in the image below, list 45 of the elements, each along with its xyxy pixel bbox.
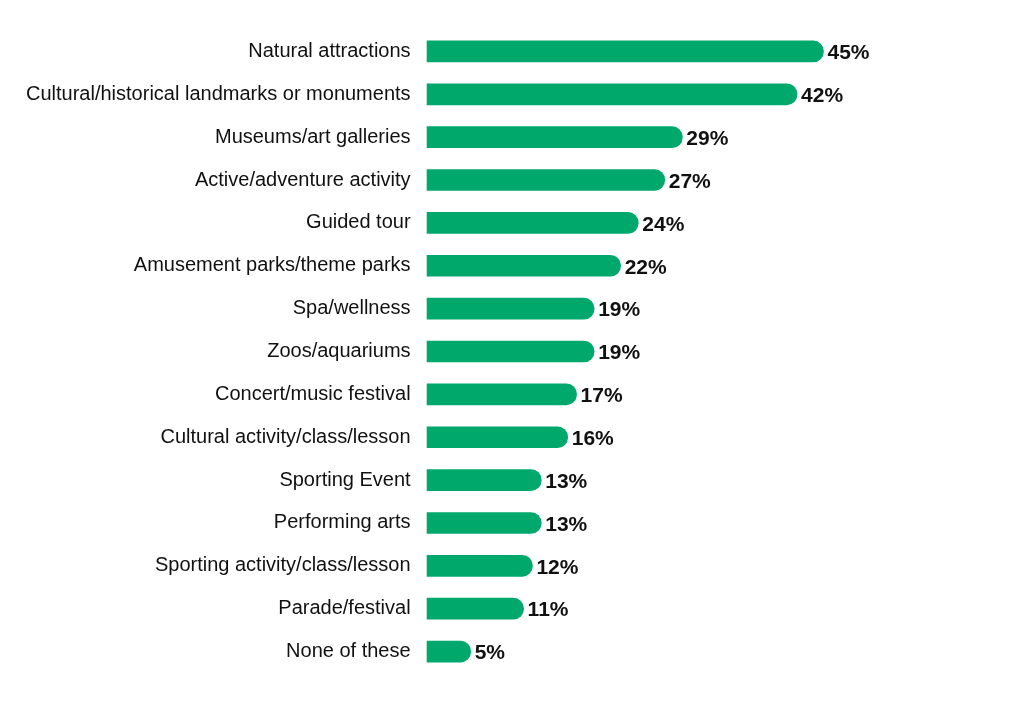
data-label: 45% (827, 40, 870, 64)
data-label: 19% (598, 340, 641, 364)
bar (426, 212, 639, 234)
y-tick-label: Cultural activity/class/lesson (160, 424, 411, 447)
bar (426, 40, 824, 63)
data-label: 12% (536, 554, 579, 578)
y-tick-label: Spa/wellness (292, 296, 411, 319)
y-tick-label: None of these (286, 639, 411, 662)
bar (426, 597, 524, 620)
bar (426, 469, 542, 491)
data-label: 17% (580, 383, 623, 407)
data-label: 19% (598, 297, 641, 321)
bar (426, 254, 621, 277)
data-label: 13% (545, 468, 588, 492)
data-label: 13% (545, 511, 588, 535)
y-tick-label: Sporting Event (279, 467, 412, 490)
bar (426, 126, 683, 148)
bar (426, 640, 472, 663)
bar (426, 426, 569, 449)
y-tick-label: Sporting activity/class/lesson (154, 553, 411, 576)
data-label: 29% (686, 125, 729, 149)
y-tick-label: Museums/art galleries (214, 124, 411, 147)
bar (426, 297, 595, 320)
y-tick-label: Guided tour (306, 210, 411, 233)
data-label: 11% (527, 597, 569, 621)
y-tick-label: Active/adventure activity (194, 167, 411, 190)
bar (426, 555, 533, 577)
data-label: 22% (624, 254, 667, 278)
data-label: 5% (474, 640, 506, 664)
data-label: 24% (642, 211, 685, 235)
bar (426, 169, 666, 191)
y-tick-label: Performing arts (273, 510, 411, 533)
data-label: 42% (801, 83, 844, 107)
data-label: 16% (571, 426, 615, 450)
bar (426, 83, 798, 106)
bar (426, 383, 577, 406)
y-tick-label: Cultural/historical landmarks or monuments (26, 81, 411, 104)
y-tick-label: Parade/festival (278, 596, 411, 619)
bar (426, 340, 595, 363)
y-tick-label: Amusement parks/theme parks (133, 253, 411, 276)
y-tick-label: Concert/music festival (214, 381, 411, 404)
y-tick-label: Zoos/aquariums (267, 339, 411, 362)
y-tick-label: Natural attractions (248, 38, 411, 61)
bar (426, 512, 542, 534)
data-label: 27% (668, 168, 712, 192)
